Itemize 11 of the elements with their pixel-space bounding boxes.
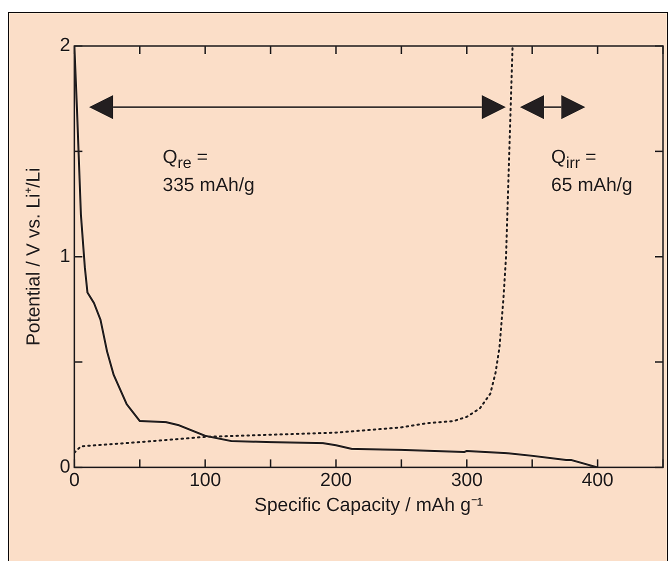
y-axis-title: Potential / V vs. Li⁺/Li [24,168,45,346]
y-tick-label: 0 [60,456,70,478]
x-tick-label: 300 [450,470,483,492]
x-tick-label: 400 [582,470,614,492]
x-tick-label: 100 [189,470,222,492]
annotation: Q$_{re}$ = 335 mAh/g [162,147,255,197]
y-tick-label: 2 [60,35,70,56]
x-tick-label: 200 [320,470,352,492]
y-tick-label: 1 [60,246,70,267]
annotation: Q$_{irr}$ = 65 mAh/g [551,147,632,197]
x-axis-title: Specific Capacity / mAh g⁻¹ [254,494,484,516]
